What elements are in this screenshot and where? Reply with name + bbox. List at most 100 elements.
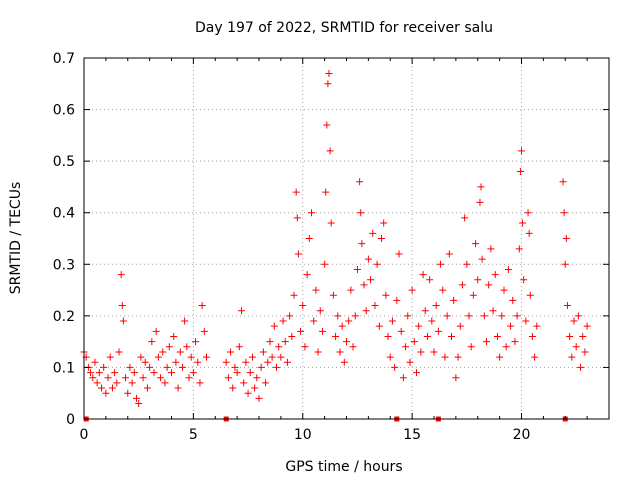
- data-point: [560, 209, 568, 217]
- data-point: [353, 265, 361, 273]
- data-point: [410, 338, 418, 346]
- data-point: [511, 338, 519, 346]
- data-point: [338, 322, 346, 330]
- data-point: [222, 358, 230, 366]
- data-point: [200, 327, 208, 335]
- data-point: [100, 363, 108, 371]
- data-point: [581, 348, 589, 356]
- data-point: [325, 69, 333, 77]
- data-point: [170, 332, 178, 340]
- data-point: [528, 332, 536, 340]
- data-point: [244, 389, 252, 397]
- data-point: [128, 379, 136, 387]
- data-point: [233, 369, 241, 377]
- data-point: [91, 358, 99, 366]
- tick-labels: 0 5 10 15 20 0 0.1 0.2 0.3 0.4 0.5 0.6 0.7: [53, 51, 531, 443]
- data-point: [448, 332, 455, 340]
- data-point: [483, 338, 490, 346]
- data-point: [393, 296, 401, 304]
- data-point: [159, 348, 167, 356]
- data-point: [294, 250, 302, 258]
- data-point: [518, 147, 525, 155]
- data-point: [404, 312, 412, 320]
- data-point: [563, 302, 571, 310]
- data-point: [326, 147, 334, 155]
- axis-ticks: [83, 57, 610, 420]
- data-point: [428, 317, 436, 325]
- data-point: [323, 121, 331, 129]
- data-point: [203, 353, 210, 361]
- data-point: [487, 245, 495, 253]
- data-point: [340, 358, 348, 366]
- grid: [84, 58, 609, 419]
- data-point: [314, 348, 322, 356]
- data-point: [349, 343, 357, 351]
- data-point: [118, 302, 126, 310]
- data-point: [562, 235, 570, 242]
- data-point: [139, 374, 147, 382]
- data-point: [277, 353, 285, 361]
- data-point: [108, 384, 116, 392]
- data-point: [417, 348, 425, 356]
- data-point: [456, 322, 464, 330]
- y-axis-label: SRMTID / TECUs: [8, 182, 24, 295]
- data-point: [432, 302, 440, 310]
- data-point: [185, 374, 193, 382]
- data-point: [242, 358, 250, 366]
- data-point: [347, 286, 355, 294]
- data-point: [194, 358, 202, 366]
- data-point: [357, 209, 365, 217]
- data-point: [148, 338, 156, 346]
- data-point: [351, 312, 359, 320]
- data-point: [561, 260, 569, 268]
- data-point: [172, 358, 180, 366]
- data-point: [122, 374, 130, 382]
- data-point: [439, 286, 447, 294]
- data-point: [421, 307, 429, 315]
- y-tick-label: 0.1: [53, 360, 75, 376]
- data-point: [106, 353, 114, 361]
- chart-title: Day 197 of 2022, SRMTID for receiver sal…: [195, 20, 493, 36]
- data-point: [270, 322, 278, 330]
- data-point: [441, 353, 449, 361]
- x-axis-label: GPS time / hours: [285, 459, 402, 475]
- data-point: [478, 255, 486, 263]
- data-point: [413, 369, 420, 377]
- data-point: [229, 384, 237, 392]
- data-point: [251, 384, 259, 392]
- data-point: [373, 260, 381, 268]
- data-point: [279, 317, 287, 325]
- data-point: [489, 307, 497, 315]
- data-point: [312, 286, 320, 294]
- data-point: [574, 312, 582, 320]
- data-point: [502, 343, 510, 351]
- data-point: [292, 188, 300, 196]
- data-point: [454, 353, 462, 361]
- y-tick-label: 0.2: [53, 309, 75, 325]
- data-point: [463, 260, 471, 268]
- data-point: [235, 343, 243, 351]
- data-point: [262, 379, 270, 387]
- data-point: [165, 343, 173, 351]
- data-point: [533, 322, 541, 330]
- data-point: [178, 363, 186, 371]
- data-point: [480, 312, 488, 320]
- data-point: [286, 312, 294, 320]
- data-point: [458, 281, 466, 289]
- data-point: [406, 358, 414, 366]
- data-point: [443, 312, 451, 320]
- data-point: [384, 332, 392, 340]
- data-point: [467, 343, 475, 351]
- data-point: [273, 363, 280, 371]
- data-point: [176, 348, 184, 356]
- data-point: [516, 167, 524, 175]
- x-tick-label: 10: [294, 427, 312, 443]
- data-point: [450, 296, 458, 304]
- data-point: [434, 327, 442, 335]
- data-point: [498, 312, 506, 320]
- data-point: [119, 317, 127, 325]
- data-point: [327, 219, 335, 227]
- data-point: [318, 327, 326, 335]
- data-point: [329, 291, 337, 299]
